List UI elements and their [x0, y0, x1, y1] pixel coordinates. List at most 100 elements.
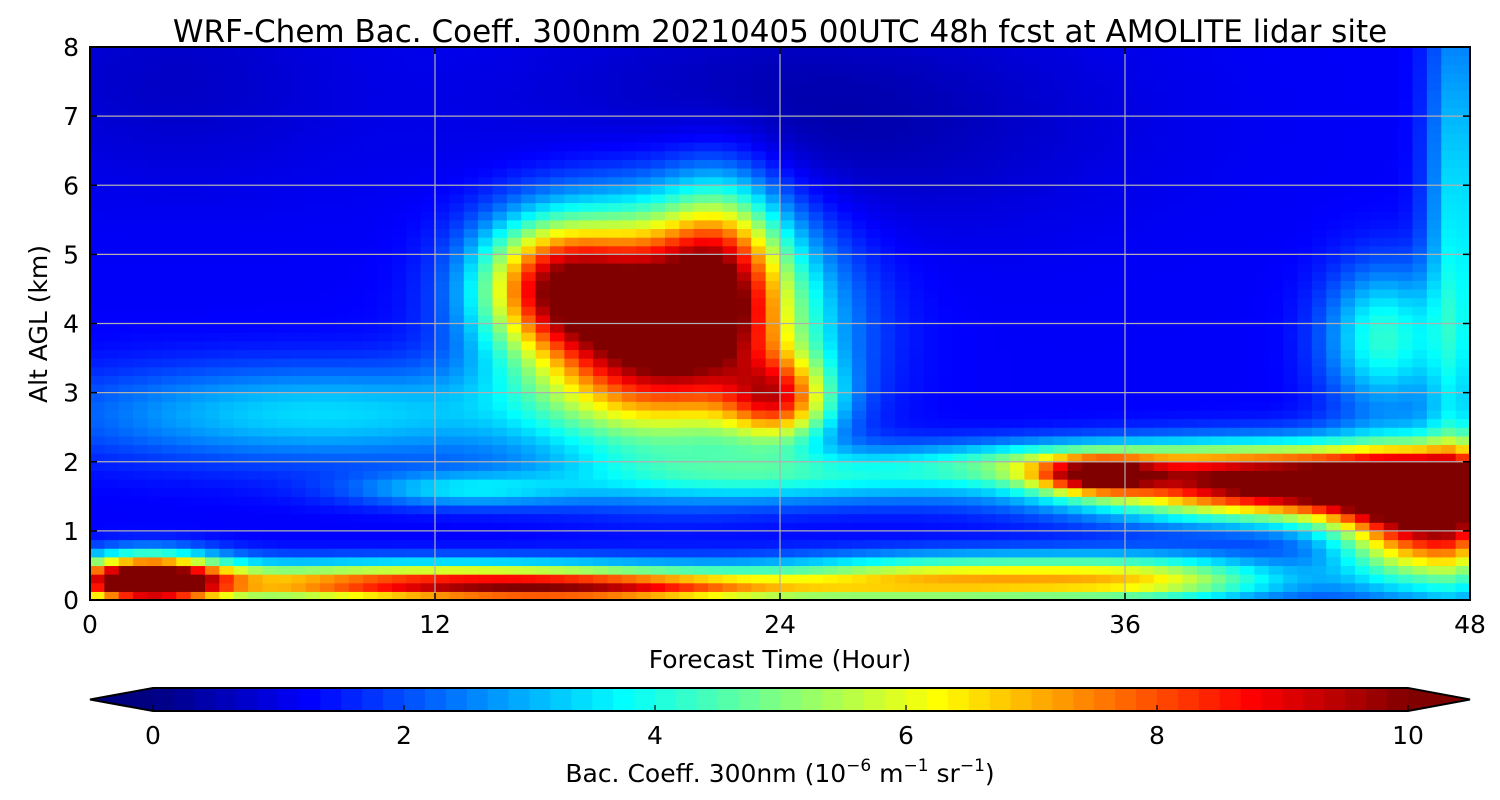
heatmap-cell: [995, 245, 1011, 255]
heatmap-cell: [751, 401, 767, 411]
heatmap-cell: [693, 504, 709, 515]
heatmap-cell: [650, 150, 666, 160]
heatmap-cell: [636, 263, 652, 273]
heatmap-cell: [751, 314, 767, 325]
heatmap-cell: [1182, 504, 1198, 515]
heatmap-cell: [966, 323, 982, 333]
heatmap-cell: [521, 314, 537, 325]
heatmap-cell: [104, 133, 120, 143]
heatmap-cell: [492, 167, 508, 178]
heatmap-cell: [823, 72, 839, 83]
heatmap-cell: [535, 107, 551, 117]
heatmap-cell: [995, 453, 1011, 463]
heatmap-cell: [1067, 124, 1083, 135]
heatmap-cell: [463, 142, 479, 152]
heatmap-cell: [794, 81, 810, 91]
heatmap-cell: [320, 271, 335, 281]
heatmap-cell: [866, 401, 882, 411]
heatmap-cell: [679, 539, 695, 549]
heatmap-cell: [205, 479, 220, 489]
heatmap-cell: [1096, 358, 1112, 368]
heatmap-cell: [478, 375, 494, 385]
heatmap-cell: [794, 237, 810, 247]
heatmap-cell: [1053, 150, 1069, 160]
heatmap-cell: [391, 435, 407, 446]
heatmap-cell: [1096, 479, 1112, 489]
heatmap-cell: [506, 202, 522, 212]
heatmap-cell: [190, 522, 206, 532]
heatmap-cell: [722, 142, 738, 152]
heatmap-cell: [391, 193, 407, 204]
heatmap-cell: [291, 72, 307, 83]
heatmap-cell: [233, 280, 249, 290]
heatmap-cell: [219, 565, 235, 575]
heatmap-cell: [938, 539, 954, 549]
heatmap-cell: [938, 409, 954, 420]
heatmap-cell: [176, 193, 192, 204]
heatmap-cell: [348, 522, 364, 532]
heatmap-cell: [1096, 401, 1112, 411]
heatmap-cell: [780, 254, 795, 264]
heatmap-cell: [1139, 150, 1155, 160]
heatmap-cell: [808, 81, 824, 91]
heatmap-cell: [176, 142, 192, 152]
heatmap-cell: [636, 211, 652, 221]
heatmap-cell: [981, 107, 997, 117]
heatmap-cell: [1067, 358, 1083, 368]
heatmap-cell: [449, 513, 465, 523]
heatmap-cell: [334, 306, 350, 316]
heatmap-cell: [593, 185, 609, 195]
heatmap-cell: [248, 150, 264, 160]
heatmap-cell: [1196, 107, 1212, 117]
heatmap-cell: [276, 591, 292, 600]
heatmap-cell: [377, 366, 393, 376]
heatmap-cell: [564, 556, 580, 567]
heatmap-cell: [435, 64, 450, 74]
heatmap-cell: [118, 280, 134, 290]
heatmap-cell: [794, 202, 810, 212]
heatmap-cell: [1168, 288, 1184, 299]
heatmap-cell: [837, 150, 853, 160]
heatmap-cell: [665, 504, 680, 515]
heatmap-cell: [765, 150, 781, 160]
heatmap-cell: [1125, 306, 1140, 316]
heatmap-cell: [463, 55, 479, 65]
heatmap-cell: [823, 228, 839, 238]
heatmap-cell: [751, 98, 767, 109]
heatmap-cell: [938, 418, 954, 428]
heatmap-cell: [1182, 202, 1198, 212]
heatmap-cell: [176, 461, 192, 471]
heatmap-cell: [550, 487, 565, 497]
heatmap-cell: [880, 193, 896, 204]
heatmap-cell: [1053, 591, 1069, 600]
heatmap-cell: [1081, 504, 1097, 515]
heatmap-cell: [1196, 150, 1212, 160]
heatmap-cell: [1168, 90, 1184, 100]
heatmap-cell: [722, 116, 738, 126]
heatmap-cell: [636, 90, 652, 100]
heatmap-cell: [1168, 202, 1184, 212]
heatmap-cell: [1182, 81, 1198, 91]
heatmap-cell: [435, 176, 450, 186]
heatmap-cell: [1125, 64, 1140, 74]
heatmap-cell: [118, 116, 134, 126]
heatmap-cell: [736, 522, 752, 532]
heatmap-cell: [794, 116, 810, 126]
heatmap-cell: [161, 453, 177, 463]
heatmap-cell: [995, 556, 1011, 567]
heatmap-cell: [176, 418, 192, 428]
heatmap-cell: [808, 418, 824, 428]
heatmap-cell: [147, 211, 163, 221]
heatmap-cell: [794, 332, 810, 342]
heatmap-cell: [363, 202, 379, 212]
heatmap-cell: [506, 254, 522, 264]
heatmap-cell: [348, 565, 364, 575]
heatmap-cell: [377, 237, 393, 247]
heatmap-cell: [1096, 349, 1112, 359]
heatmap-cell: [420, 81, 436, 91]
heatmap-cell: [837, 349, 853, 359]
heatmap-cell: [248, 513, 264, 523]
heatmap-cell: [923, 383, 939, 394]
heatmap-cell: [722, 574, 738, 584]
heatmap-cell: [722, 418, 738, 428]
